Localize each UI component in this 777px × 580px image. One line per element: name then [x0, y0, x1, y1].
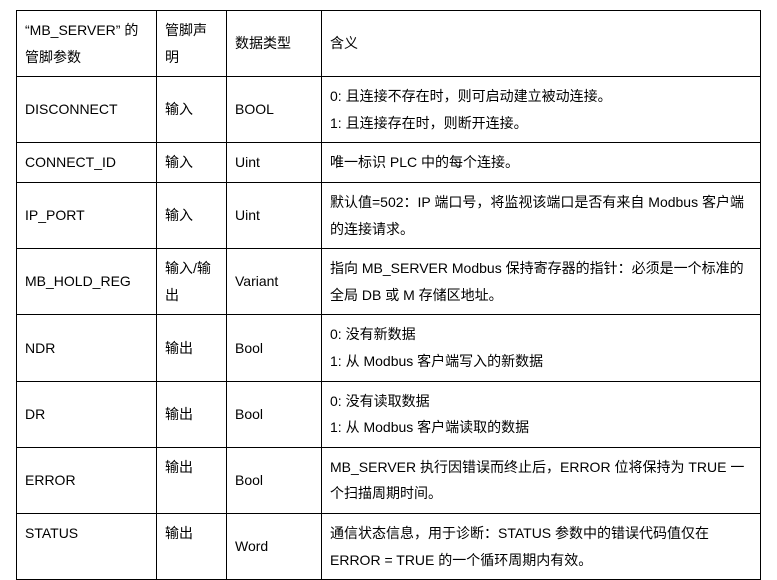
table-row: STATUS 输出 Word 通信状态信息，用于诊断：STATUS 参数中的错误…: [17, 513, 761, 579]
cell-type: BOOL: [227, 77, 322, 143]
table-row: DR 输出 Bool 0: 没有读取数据1: 从 Modbus 客户端读取的数据: [17, 381, 761, 447]
table-row: ERROR 输出 Bool MB_SERVER 执行因错误而终止后，ERROR …: [17, 447, 761, 513]
cell-type: Uint: [227, 143, 322, 183]
table-row: CONNECT_ID 输入 Uint 唯一标识 PLC 中的每个连接。: [17, 143, 761, 183]
cell-param: DISCONNECT: [17, 77, 157, 143]
cell-meaning: 指向 MB_SERVER Modbus 保持寄存器的指针：必须是一个标准的全局 …: [322, 249, 761, 315]
cell-type: Uint: [227, 182, 322, 248]
cell-type: Bool: [227, 447, 322, 513]
cell-meaning: 0: 没有新数据1: 从 Modbus 客户端写入的新数据: [322, 315, 761, 381]
mb-server-params-table: “MB_SERVER” 的管脚参数 管脚声明 数据类型 含义 DISCONNEC…: [16, 10, 761, 580]
cell-decl: 输入/输出: [157, 249, 227, 315]
cell-param: MB_HOLD_REG: [17, 249, 157, 315]
cell-meaning: 通信状态信息，用于诊断：STATUS 参数中的错误代码值仅在 ERROR = T…: [322, 513, 761, 579]
cell-param: CONNECT_ID: [17, 143, 157, 183]
cell-param: NDR: [17, 315, 157, 381]
cell-param: ERROR: [17, 447, 157, 513]
cell-decl: 输入: [157, 77, 227, 143]
cell-decl: 输入: [157, 143, 227, 183]
table-row: MB_HOLD_REG 输入/输出 Variant 指向 MB_SERVER M…: [17, 249, 761, 315]
cell-type: Word: [227, 513, 322, 579]
cell-type: Bool: [227, 315, 322, 381]
table-row: IP_PORT 输入 Uint 默认值=502：IP 端口号，将监视该端口是否有…: [17, 182, 761, 248]
col-header-param: “MB_SERVER” 的管脚参数: [17, 11, 157, 77]
col-header-decl: 管脚声明: [157, 11, 227, 77]
cell-decl: 输入: [157, 182, 227, 248]
cell-meaning: 唯一标识 PLC 中的每个连接。: [322, 143, 761, 183]
table-row: DISCONNECT 输入 BOOL 0: 且连接不存在时，则可启动建立被动连接…: [17, 77, 761, 143]
table-header-row: “MB_SERVER” 的管脚参数 管脚声明 数据类型 含义: [17, 11, 761, 77]
cell-param: DR: [17, 381, 157, 447]
cell-decl: 输出: [157, 315, 227, 381]
cell-param: STATUS: [17, 513, 157, 579]
cell-decl: 输出: [157, 447, 227, 513]
cell-meaning: 0: 且连接不存在时，则可启动建立被动连接。1: 且连接存在时，则断开连接。: [322, 77, 761, 143]
col-header-type: 数据类型: [227, 11, 322, 77]
cell-decl: 输出: [157, 381, 227, 447]
cell-type: Bool: [227, 381, 322, 447]
cell-param: IP_PORT: [17, 182, 157, 248]
cell-type: Variant: [227, 249, 322, 315]
col-header-meaning: 含义: [322, 11, 761, 77]
cell-decl: 输出: [157, 513, 227, 579]
cell-meaning: MB_SERVER 执行因错误而终止后，ERROR 位将保持为 TRUE 一个扫…: [322, 447, 761, 513]
cell-meaning: 默认值=502：IP 端口号，将监视该端口是否有来自 Modbus 客户端的连接…: [322, 182, 761, 248]
cell-meaning: 0: 没有读取数据1: 从 Modbus 客户端读取的数据: [322, 381, 761, 447]
table-row: NDR 输出 Bool 0: 没有新数据1: 从 Modbus 客户端写入的新数…: [17, 315, 761, 381]
